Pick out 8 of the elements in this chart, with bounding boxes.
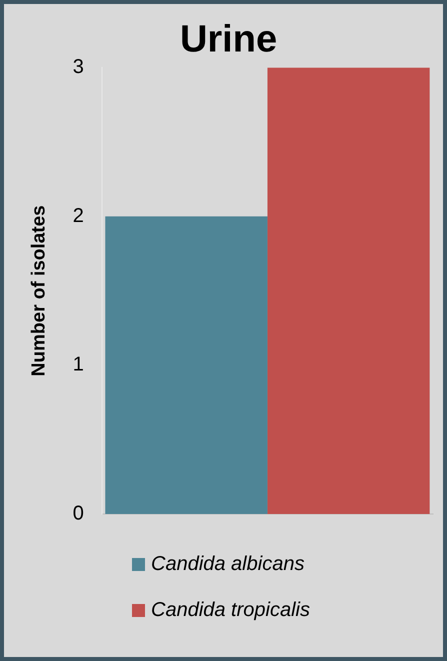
y-tick-label: 2 <box>72 204 84 227</box>
y-axis-title: Number of isolates <box>28 205 50 376</box>
y-tick-label: 3 <box>72 56 84 78</box>
y-tick-label: 0 <box>72 502 84 525</box>
y-tick-label: 1 <box>72 354 84 376</box>
legend-label: Candida albicans <box>151 552 304 576</box>
legend-label: Candida tropicalis <box>151 598 310 622</box>
chart-title: Urine <box>180 18 278 60</box>
